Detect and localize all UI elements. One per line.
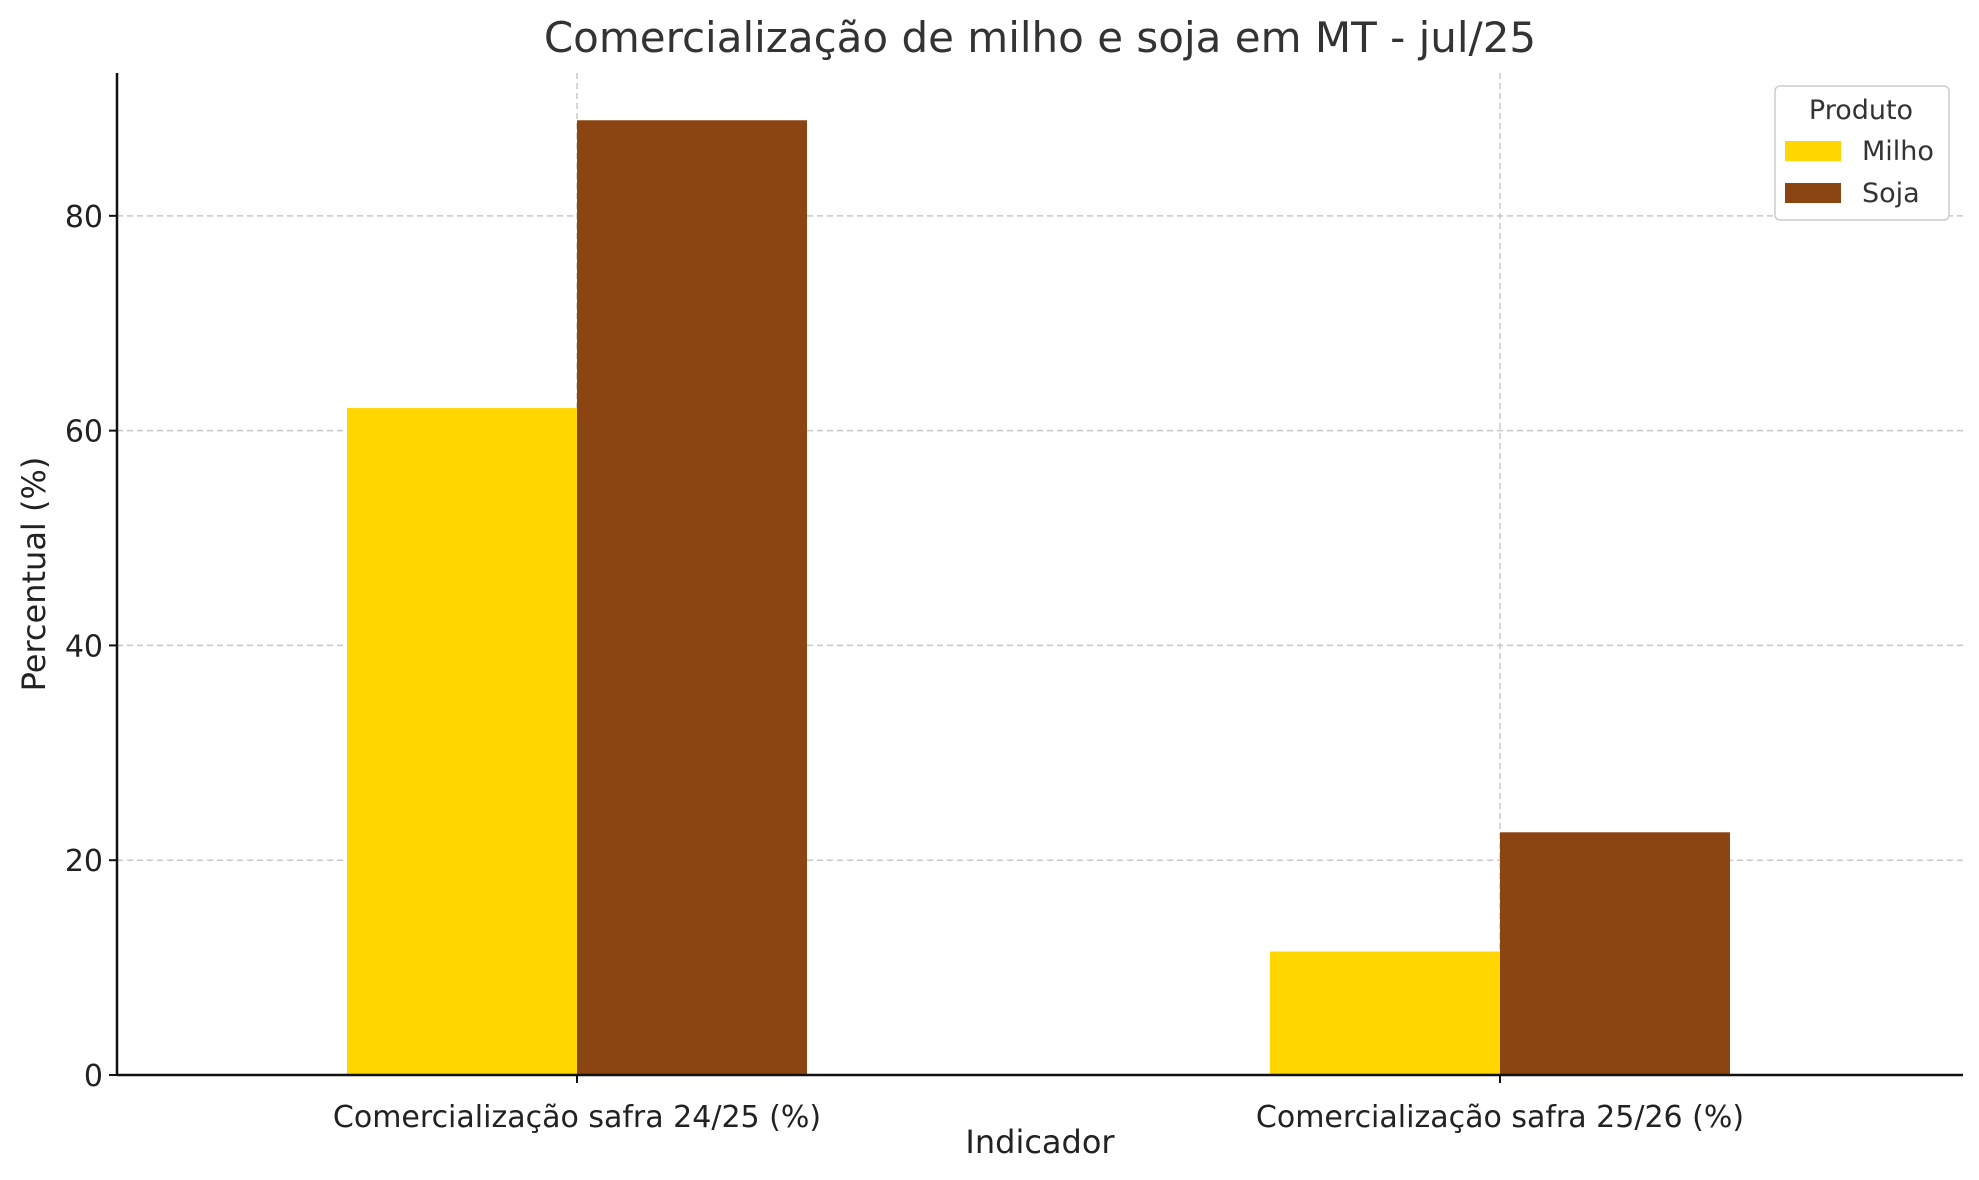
legend-label-soja: Soja [1862,178,1920,209]
y-tick-label: 60 [65,415,103,450]
y-axis-label: Percentual (%) [15,457,53,692]
bar-milho-2 [1270,951,1500,1075]
legend: Produto Milho Soja [1774,85,1950,221]
legend-swatch-milho [1785,141,1841,161]
y-tick-label: 0 [84,1059,103,1094]
y-tick-label: 20 [65,844,103,879]
x-ticks: Comercialização safra 24/25 (%) Comercial… [333,1075,1744,1135]
bar-soja-1 [577,120,807,1075]
bar-milho-1 [347,408,577,1075]
y-ticks: 0 20 40 60 80 [65,200,117,1094]
bars-layer [347,120,1730,1075]
bar-soja-2 [1500,832,1730,1075]
legend-title: Produto [1809,95,1913,126]
chart-title: Comercialização de milho e soja em MT - … [544,13,1536,62]
legend-swatch-soja [1785,183,1841,203]
y-tick-label: 80 [65,200,103,235]
y-tick-label: 40 [65,629,103,664]
x-tick-label: Comercialização safra 24/25 (%) [333,1100,821,1135]
legend-label-milho: Milho [1862,136,1934,167]
x-tick-label: Comercialização safra 25/26 (%) [1256,1100,1744,1135]
x-axis-label: Indicador [965,1123,1115,1161]
